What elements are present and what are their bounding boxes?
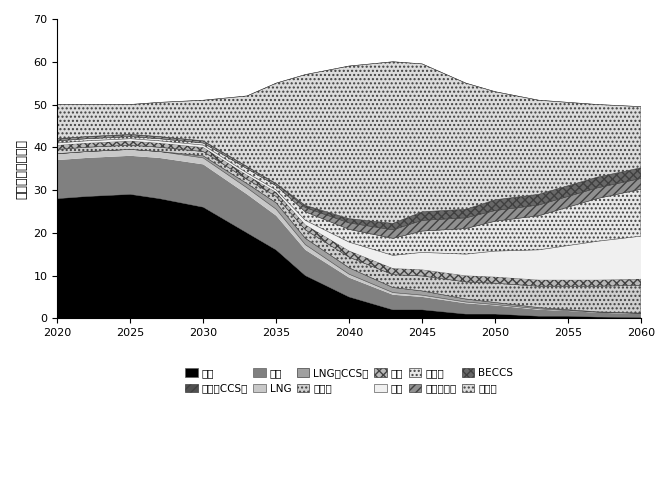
Y-axis label: 標準炒（億トン）: 標準炒（億トン） [15,139,28,199]
Legend: 石炭, 石炭（CCS）, 石油, LNG, LNG（CCS）, 原子力, 水力, 風力, 太陽光, バイオマス, BECCS, その他: 石炭, 石炭（CCS）, 石油, LNG, LNG（CCS）, 原子力, 水力,… [185,368,513,394]
